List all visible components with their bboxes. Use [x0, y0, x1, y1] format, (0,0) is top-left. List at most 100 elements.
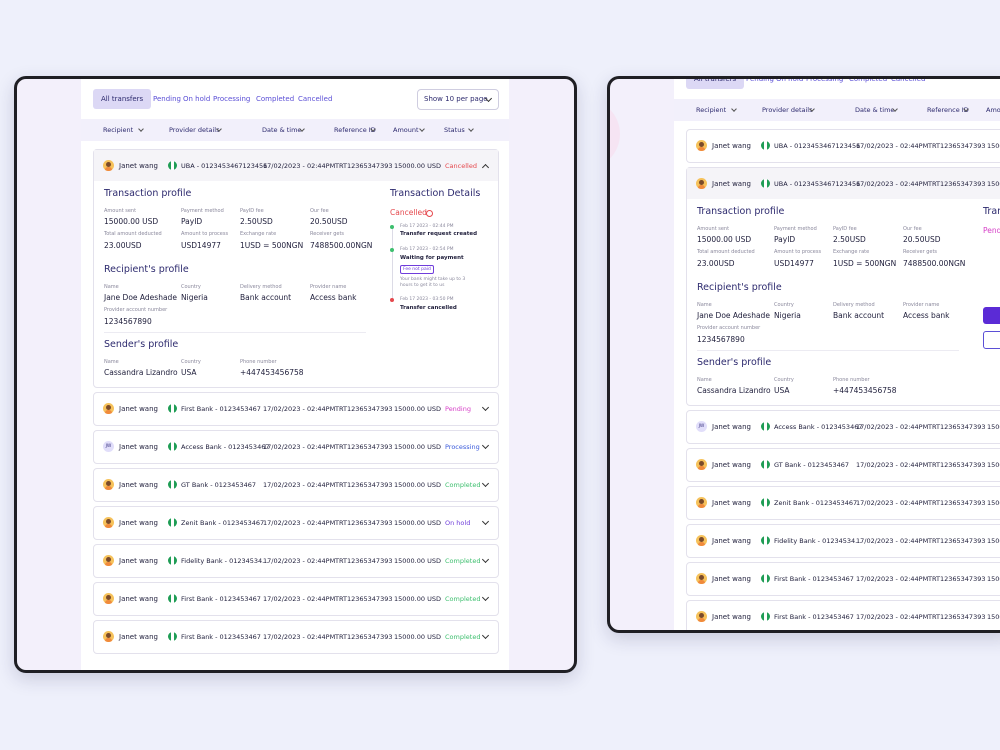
- field-label: Name: [697, 302, 712, 308]
- transfer-row[interactable]: Janet wang Fidelity Bank - 01234534... 17/…: [686, 524, 1000, 558]
- transfer-row[interactable]: Janet wang UBA - 0123453467123456 17/02/20…: [686, 129, 1000, 163]
- column-header[interactable]: Recipient: [696, 106, 727, 114]
- provider-details: GT Bank - 0123453467: [181, 481, 257, 489]
- column-header[interactable]: Provider details: [762, 106, 813, 114]
- column-header[interactable]: Date & time: [855, 106, 895, 114]
- field-value: PayID: [774, 235, 796, 244]
- column-header[interactable]: Recipient: [103, 126, 134, 134]
- provider-details: Access Bank - 0123453467: [181, 443, 270, 451]
- expand-icon[interactable]: [481, 593, 490, 602]
- transfer-row[interactable]: Janet wang Zenit Bank - 0123453467 17/02/2…: [93, 506, 499, 540]
- field-label: Total amount deducted: [697, 249, 755, 255]
- country-flag: [168, 594, 177, 603]
- recipient-name: Janet wang: [712, 575, 751, 583]
- reference-id: TRT12365347393: [928, 613, 986, 621]
- transfer-row[interactable]: Janet wang UBA - 0123453467123456 17/02/20…: [686, 167, 1000, 406]
- column-header[interactable]: Date & time: [262, 126, 302, 134]
- transfer-row[interactable]: Janet wang UBA - 0123453467123456 17/02/20…: [93, 149, 499, 388]
- amount: 15000.00 USD: [394, 557, 441, 565]
- status: Completed: [445, 557, 481, 565]
- avatar-body: [105, 638, 112, 642]
- avatar-figure: [106, 519, 111, 524]
- expand-icon[interactable]: [481, 479, 490, 488]
- avatar-figure: [699, 575, 704, 580]
- filter-tab[interactable]: On hold: [183, 95, 211, 103]
- column-header[interactable]: Amount: [393, 126, 419, 134]
- expand-icon[interactable]: [481, 163, 490, 172]
- page-size-label: Show 10 per page: [424, 95, 488, 103]
- row-summary: Janet wang First Bank - 0123453467 17/02/2…: [94, 621, 498, 652]
- recipient-name: Janet wang: [119, 633, 158, 641]
- expand-icon[interactable]: [481, 517, 490, 526]
- column-header[interactable]: Provider details: [169, 126, 220, 134]
- transfer-row[interactable]: Janet wang First Bank - 0123453467 17/02/2…: [93, 392, 499, 426]
- expand-icon[interactable]: [481, 555, 490, 564]
- expand-icon[interactable]: [481, 631, 490, 640]
- transfer-row[interactable]: Janet wang GT Bank - 0123453467 17/02/2023…: [93, 468, 499, 502]
- column-header[interactable]: Reference ID: [334, 126, 376, 134]
- expand-icon[interactable]: [481, 441, 490, 450]
- transfer-row[interactable]: Janet wang First Bank - 0123453467 17/02/2…: [686, 600, 1000, 630]
- filter-tab[interactable]: Completed: [256, 95, 295, 103]
- field-label: Name: [104, 359, 119, 365]
- country-flag: [168, 632, 177, 641]
- field-label: Country: [774, 377, 794, 383]
- amount: 15000.00 USD: [394, 595, 441, 603]
- date-time: 17/02/2023 - 02:44PM: [856, 180, 929, 188]
- transfer-row[interactable]: JW Janet wang Access Bank - 0123453467 17/0…: [686, 410, 1000, 444]
- avatar: JW: [696, 421, 707, 432]
- field-value: Bank account: [240, 293, 292, 302]
- filter-tab[interactable]: Processing: [213, 95, 251, 103]
- event-badge: Fee not paid: [400, 265, 434, 274]
- filter-tab[interactable]: Cancelled: [298, 95, 333, 103]
- filter-tab[interactable]: Pending: [746, 76, 774, 83]
- avatar-figure: [106, 557, 111, 562]
- filter-tab[interactable]: All transfers: [93, 89, 152, 109]
- field-label: Country: [181, 359, 201, 365]
- avatar: [696, 573, 707, 584]
- transfer-row[interactable]: Janet wang Zenit Bank - 0123453467 17/02/2…: [686, 486, 1000, 520]
- avatar-body: [698, 466, 705, 470]
- transfer-row[interactable]: Janet wang First Bank - 0123453467 17/02/2…: [93, 620, 499, 654]
- avatar: [696, 611, 707, 622]
- secondary-button[interactable]: [983, 331, 1000, 349]
- field-value: 2.50USD: [240, 217, 273, 226]
- filter-tab[interactable]: Cancelled: [891, 76, 926, 83]
- primary-button[interactable]: [983, 307, 1000, 324]
- section-title: Transaction profile: [104, 188, 192, 199]
- filter-tab[interactable]: Pending: [153, 95, 181, 103]
- filter-tab[interactable]: Completed: [849, 76, 888, 83]
- avatar-figure: [106, 162, 111, 167]
- field-label: Phone number: [240, 359, 277, 365]
- recipient-name: Janet wang: [119, 162, 158, 170]
- row-summary: Janet wang First Bank - 0123453467 17/02/2…: [94, 393, 498, 424]
- filter-tab[interactable]: Processing: [806, 76, 844, 83]
- page-size-select[interactable]: Show 10 per page: [417, 89, 499, 110]
- transfer-row[interactable]: Janet wang GT Bank - 0123453467 17/02/2023…: [686, 448, 1000, 482]
- filter-tab[interactable]: All transfers: [686, 79, 745, 89]
- transfer-row[interactable]: Janet wang First Bank - 0123453467 17/02/2…: [686, 562, 1000, 596]
- amount: 15000.00 USD: [394, 162, 441, 170]
- timeline-dot: [390, 248, 394, 252]
- reference-id: TRT12365347393: [335, 519, 393, 527]
- avatar-figure: [106, 595, 111, 600]
- transfer-row[interactable]: Janet wang Fidelity Bank - 01234534... 17/…: [93, 544, 499, 578]
- field-value: +447453456758: [833, 386, 897, 395]
- recipient-name: Janet wang: [119, 519, 158, 527]
- filter-tab[interactable]: On hold: [776, 76, 804, 83]
- event-label: Transfer request created: [400, 231, 478, 237]
- field-label: Exchange rate: [833, 249, 870, 255]
- field-label: Provider name: [310, 284, 347, 290]
- avatar-figure: [106, 405, 111, 410]
- avatar: [103, 517, 114, 528]
- expand-icon[interactable]: [481, 403, 490, 412]
- recipient-name: Janet wang: [712, 613, 751, 621]
- amount: 15000.00 USD: [987, 142, 1000, 150]
- transfer-row[interactable]: Janet wang First Bank - 0123453467 17/02/2…: [93, 582, 499, 616]
- column-header[interactable]: Amount: [986, 106, 1000, 114]
- country-flag: [761, 498, 770, 507]
- column-header[interactable]: Status: [444, 126, 465, 134]
- transfer-row[interactable]: JW Janet wang Access Bank - 0123453467 17/0…: [93, 430, 499, 464]
- amount: 15000.00 USD: [394, 519, 441, 527]
- column-header[interactable]: Reference ID: [927, 106, 969, 114]
